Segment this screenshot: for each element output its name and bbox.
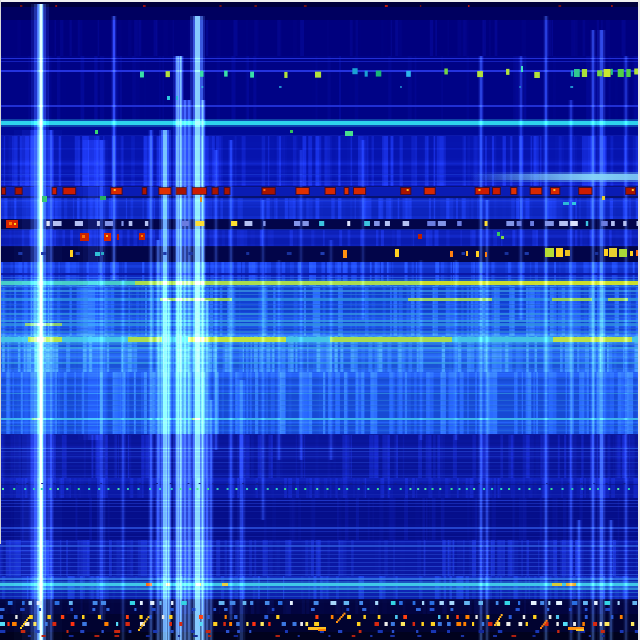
spectrogram-figure xyxy=(0,0,640,640)
spectrogram-heatmap-canvas xyxy=(0,0,640,640)
